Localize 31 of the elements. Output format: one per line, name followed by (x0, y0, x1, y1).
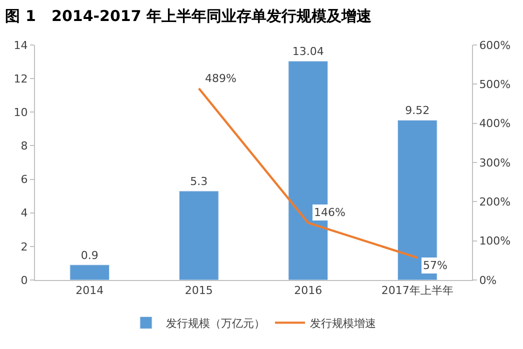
y2-tick-label: 200% (479, 196, 511, 209)
legend-label: 发行规模增速 (310, 316, 376, 330)
data-label: 9.52 (405, 104, 430, 118)
chart-title: 图 1 2014-2017 年上半年同业存单发行规模及增速 (5, 6, 372, 25)
y2-tick-label: 600% (479, 38, 511, 52)
y-tick-label: 6 (20, 173, 28, 186)
y-tick-label: 14 (14, 38, 28, 52)
data-label: 57% (423, 259, 448, 272)
y-tick-label: 12 (14, 72, 28, 86)
data-label: 13.04 (292, 45, 324, 58)
y2-tick-label: 400% (479, 117, 511, 130)
y2-tick-label: 100% (479, 234, 511, 248)
data-label: 146% (314, 206, 346, 219)
data-label: 0.9 (80, 248, 98, 262)
bar (70, 264, 110, 280)
y-tick-label: 0 (20, 274, 28, 287)
data-label: 489% (205, 72, 236, 85)
y2-tick-label: 300% (479, 156, 511, 170)
x-tick-label: 2016 (294, 284, 322, 298)
y2-tick-label: 0% (479, 274, 497, 287)
y-tick-label: 10 (14, 106, 28, 119)
data-label: 5.3 (190, 175, 208, 188)
x-tick-label: 2017年上半年 (381, 284, 454, 298)
y-tick-label: 4 (20, 206, 28, 220)
bar (178, 190, 219, 280)
y2-tick-label: 500% (479, 78, 511, 92)
y-tick-label: 8 (20, 140, 28, 153)
x-tick-label: 2015 (184, 284, 213, 298)
x-tick-label: 2014 (76, 284, 104, 298)
y-tick-label: 2 (20, 240, 28, 254)
legend-label: 发行规模（万亿元） (166, 316, 265, 330)
